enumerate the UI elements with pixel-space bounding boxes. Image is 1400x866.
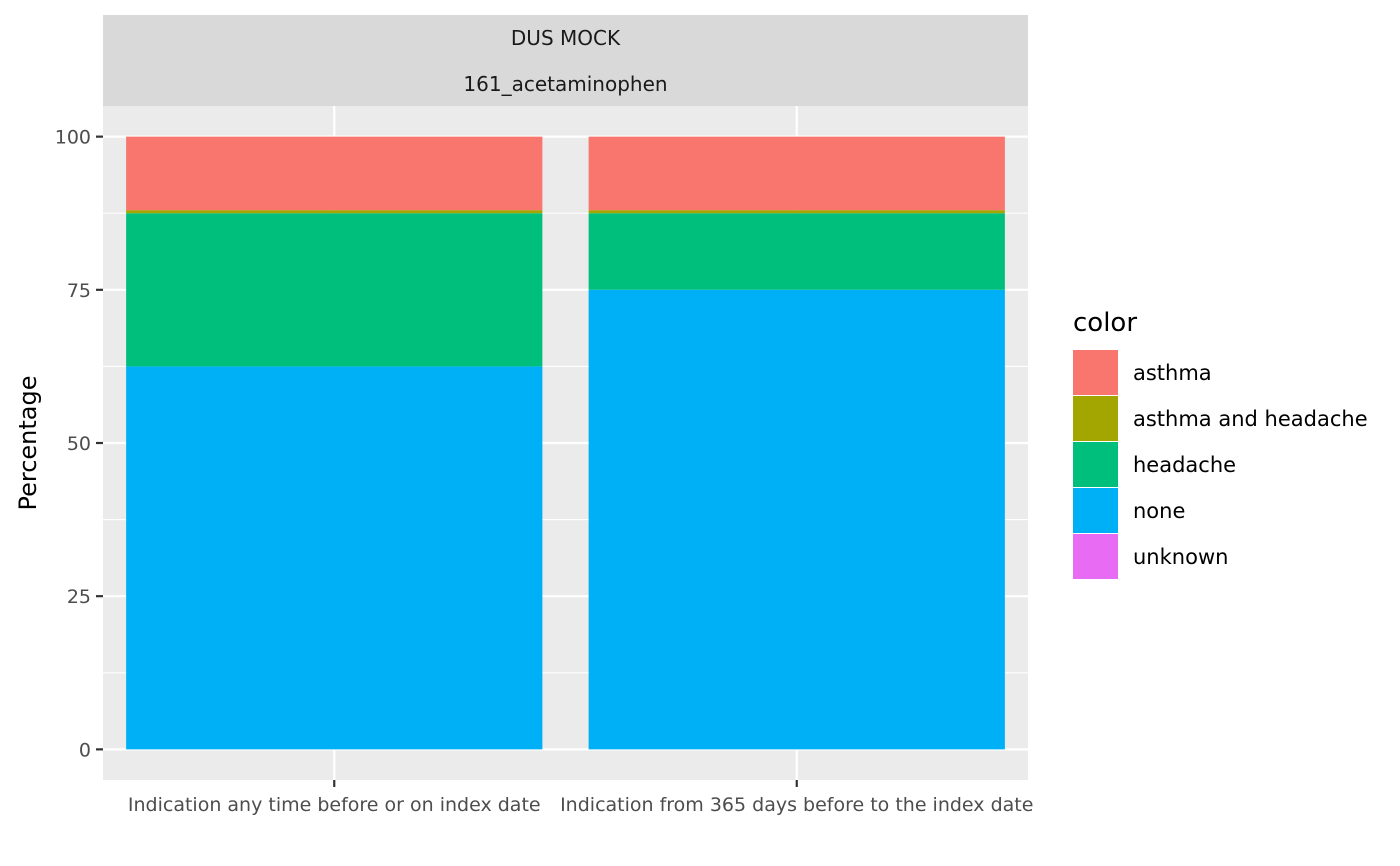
legend-key-asthma bbox=[1073, 350, 1118, 395]
facet-strip: DUS MOCK 161_acetaminophen bbox=[103, 15, 1028, 106]
bar-segment-asthma-and-headache bbox=[126, 210, 543, 214]
x-tick-label: Indication any time before or on index d… bbox=[128, 794, 541, 816]
legend: color asthma asthma and headache headache n… bbox=[1073, 308, 1368, 579]
bars bbox=[126, 136, 1005, 750]
y-axis: 0 25 50 75 100 bbox=[55, 127, 103, 761]
legend-key-headache bbox=[1073, 442, 1118, 487]
y-tick-label: 50 bbox=[67, 433, 91, 455]
facet-strip-label-1: DUS MOCK bbox=[511, 26, 621, 50]
bar-segment-asthma-and-headache bbox=[588, 210, 1005, 214]
bar-segment-asthma bbox=[126, 136, 543, 211]
bar-segment-none bbox=[588, 289, 1005, 750]
y-tick-label: 75 bbox=[67, 280, 91, 302]
bar-segment-headache bbox=[588, 213, 1005, 290]
y-axis-title: Percentage bbox=[14, 375, 42, 510]
x-axis: Indication any time before or on index d… bbox=[128, 780, 1033, 816]
y-tick-label: 25 bbox=[67, 586, 91, 608]
x-tick-label: Indication from 365 days before to the i… bbox=[560, 794, 1033, 816]
y-tick-label: 0 bbox=[79, 739, 91, 761]
legend-title: color bbox=[1073, 308, 1137, 338]
legend-key-asthma-and-headache bbox=[1073, 396, 1118, 441]
legend-label: asthma bbox=[1133, 361, 1212, 385]
legend-label: none bbox=[1133, 499, 1185, 523]
facet-strip-label-2: 161_acetaminophen bbox=[463, 72, 667, 96]
legend-label: unknown bbox=[1133, 545, 1228, 569]
legend-label: headache bbox=[1133, 453, 1236, 477]
bar-segment-headache bbox=[126, 213, 543, 367]
y-tick-label: 100 bbox=[55, 127, 91, 149]
legend-key-unknown bbox=[1073, 534, 1118, 579]
bar-segment-asthma bbox=[588, 136, 1005, 211]
legend-label: asthma and headache bbox=[1133, 407, 1368, 431]
bar-segment-none bbox=[126, 366, 543, 750]
legend-key-none bbox=[1073, 488, 1118, 533]
